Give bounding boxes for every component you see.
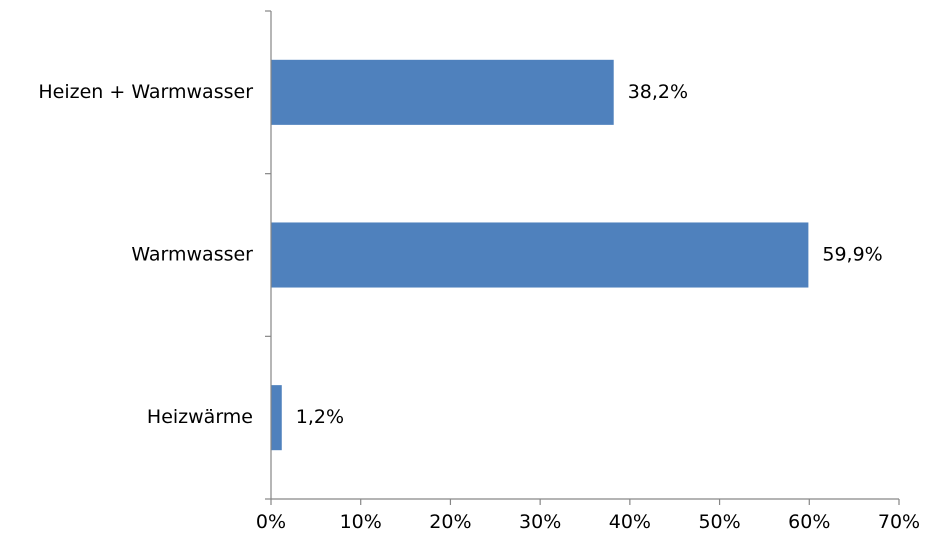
x-tick-label-1: 10% [340,511,382,533]
bar-2 [271,385,282,451]
bar-1 [271,222,809,288]
y-axis: Heizen + Warmwasser Warmwasser Heizwärme [38,10,272,500]
category-label-2: Heizwärme [147,406,253,428]
category-label-1: Warmwasser [131,244,253,266]
x-tick-label-7: 70% [878,511,920,533]
x-tick-label-4: 40% [609,511,651,533]
category-label-0: Heizen + Warmwasser [38,81,253,103]
x-axis: 0% 10% 20% 30% 40% 50% 60% 70% [256,498,920,533]
x-tick-label-6: 60% [788,511,830,533]
x-tick-label-3: 30% [519,511,561,533]
value-label-2: 1,2% [296,406,344,428]
value-label-0: 38,2% [628,81,688,103]
value-label-1: 59,9% [822,244,882,266]
x-tick-label-2: 20% [429,511,471,533]
bar-0 [271,59,614,125]
x-tick-label-0: 0% [256,511,286,533]
value-labels-group: 38,2% 59,9% 1,2% [296,81,883,428]
x-tick-label-5: 50% [698,511,740,533]
bars-group [271,59,809,451]
